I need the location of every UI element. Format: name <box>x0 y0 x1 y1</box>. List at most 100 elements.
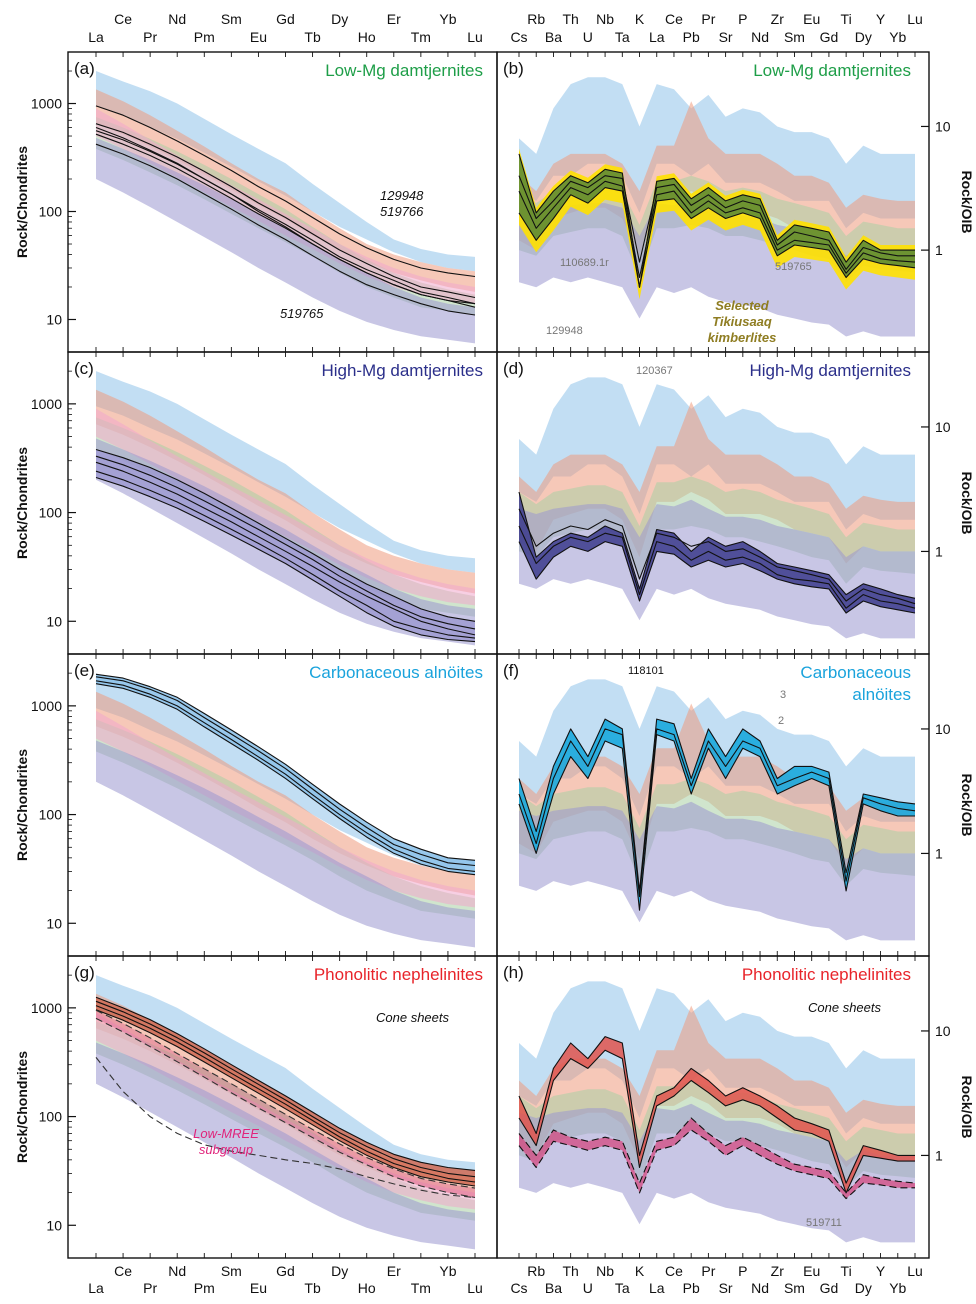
sample-line <box>518 1049 915 1194</box>
y-tick-label: 10 <box>935 118 951 134</box>
element-label: Lu <box>907 11 923 27</box>
element-label: Pr <box>701 1263 715 1279</box>
band-pink <box>96 108 475 304</box>
element-label: Ba <box>545 1280 562 1296</box>
sample-line <box>95 1009 476 1187</box>
element-label: Th <box>562 11 578 27</box>
annotation: kimberlites <box>708 330 777 345</box>
element-label: Zr <box>771 1263 785 1279</box>
band-orange <box>96 89 475 292</box>
right-axis-label: Rock/OIB <box>959 773 975 836</box>
annotation: Tikiusaaq <box>712 314 772 329</box>
element-label: Ce <box>665 1263 683 1279</box>
panel-title: Low-Mg damtjernites <box>753 61 911 80</box>
element-label: Yb <box>439 11 456 27</box>
panel-f: 1 10 Rock/OIB (f) Carbonaceous alnöites 118101… <box>496 653 975 957</box>
band-purple <box>96 137 475 344</box>
band-orange <box>96 389 475 594</box>
element-label: Ce <box>114 11 132 27</box>
annotation: 2 <box>778 715 784 727</box>
sample-line <box>95 130 476 305</box>
sample-line <box>518 180 916 279</box>
y-tick-label: 10 <box>46 1217 62 1233</box>
sample-line <box>518 175 915 270</box>
element-label: Nd <box>168 1263 186 1279</box>
y-tick-label: 10 <box>935 721 951 737</box>
element-label: Tb <box>304 1280 321 1296</box>
y-tick-label: 1000 <box>31 698 62 714</box>
band-purple <box>519 801 915 941</box>
element-label: Ta <box>615 29 630 45</box>
panel-c: 10 100 1000 Rock/Chondrites (c) High-Mg damtj… <box>14 351 498 655</box>
sample-line <box>95 105 476 278</box>
element-label: Ti <box>841 1263 852 1279</box>
element-label: Pr <box>143 29 157 45</box>
element-label: U <box>583 29 593 45</box>
annotation: Selected <box>715 298 770 313</box>
y-tick-label: 1000 <box>31 1000 62 1016</box>
element-label: P <box>738 11 747 27</box>
y-tick-label: 1000 <box>31 396 62 412</box>
y-tick-label: 1 <box>935 242 943 258</box>
panel-letter: (e) <box>74 661 95 680</box>
element-label: Yb <box>889 29 906 45</box>
annotation: 519711 <box>806 1217 842 1229</box>
panel-title: Phonolitic nephelinites <box>314 965 483 984</box>
annotation: Cone sheets <box>808 1000 881 1015</box>
sample-line <box>95 996 476 1171</box>
panel-letter: (b) <box>503 59 524 78</box>
band-blue <box>96 975 475 1177</box>
element-label: Ce <box>114 1263 132 1279</box>
group-band-darkgreen <box>519 153 915 288</box>
element-label: K <box>635 11 645 27</box>
right-axis-label: Rock/OIB <box>959 1075 975 1138</box>
element-label: Dy <box>331 11 348 27</box>
y-tick-label: 100 <box>39 505 63 521</box>
element-label: Rb <box>527 11 545 27</box>
sample-line <box>95 683 476 876</box>
y-tick-label: 1 <box>935 1147 943 1163</box>
sample-line <box>95 680 476 872</box>
band-purple <box>519 1103 915 1243</box>
element-label: Sm <box>784 1280 805 1296</box>
element-label: Gd <box>820 29 839 45</box>
left-axis-label: Rock/Chondrites <box>14 1051 30 1163</box>
element-label: Sm <box>784 29 805 45</box>
sample-line <box>518 525 916 609</box>
y-tick-label: 100 <box>39 1109 63 1125</box>
sample-line <box>95 123 476 299</box>
element-label: Ta <box>615 1280 630 1296</box>
sample-line <box>518 1117 916 1194</box>
panel-title-line2: alnöites <box>852 685 911 704</box>
sample-line <box>95 1000 476 1178</box>
annotation: 110689.1r <box>560 257 609 269</box>
y-tick-label: 1000 <box>31 96 62 112</box>
band-purple <box>96 740 475 948</box>
element-label: P <box>738 1263 747 1279</box>
element-label: Y <box>876 1263 886 1279</box>
sample-line <box>95 461 476 636</box>
element-label: Th <box>562 1263 578 1279</box>
element-label: Ti <box>841 11 852 27</box>
panel-e: 10 100 1000 Rock/Chondrites (e) Carbonaceous … <box>14 653 498 957</box>
element-label: Lu <box>907 1263 923 1279</box>
sample-line <box>518 718 916 892</box>
panel-letter: (a) <box>74 59 95 78</box>
panel-title: High-Mg damtjernites <box>321 361 483 380</box>
element-label: Cs <box>510 29 527 45</box>
element-label: Nd <box>751 1280 769 1296</box>
element-label: Rb <box>527 1263 545 1279</box>
sample-line <box>95 143 476 316</box>
element-label: La <box>88 29 104 45</box>
element-label: Pm <box>194 29 215 45</box>
element-label: La <box>88 1280 104 1296</box>
sample-line <box>518 153 915 288</box>
element-label: Pr <box>701 11 715 27</box>
band-pink <box>96 408 475 606</box>
element-label: Y <box>876 11 886 27</box>
element-label: Gd <box>820 1280 839 1296</box>
panel-g: 10 100 1000 Rock/Chondrites (g) Phonolitic ne… <box>14 955 498 1259</box>
element-label: U <box>583 1280 593 1296</box>
band-pink <box>96 1012 475 1210</box>
